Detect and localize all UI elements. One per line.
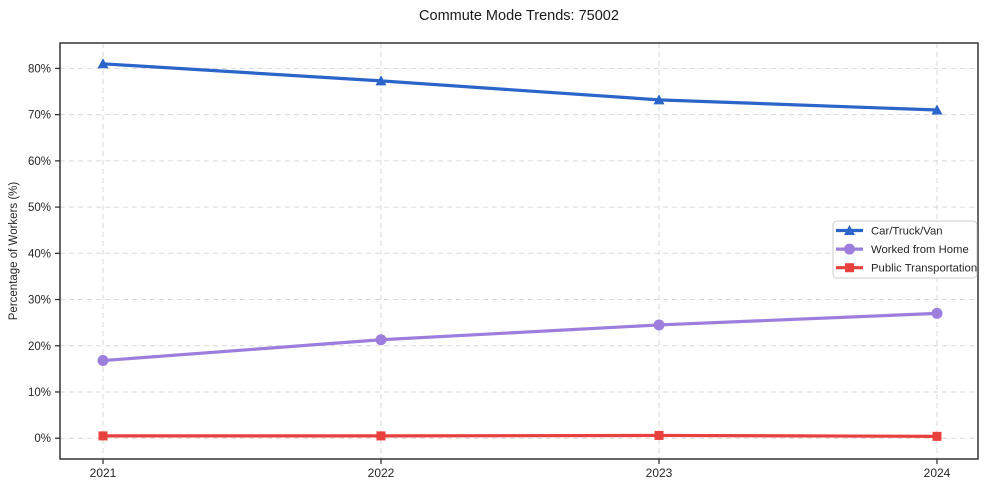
x-tick-label: 2021 [90,466,117,480]
legend-sample-marker [844,225,855,235]
y-tick-label: 70% [28,110,51,122]
marker-public-transportation [932,431,942,441]
x-tick-label: 2024 [924,466,951,480]
marker-worked-from-home [97,355,109,367]
legend-sample-marker [844,243,855,255]
y-tick-label: 50% [28,202,51,214]
axes-border [59,42,979,460]
legend-label: Car/Truck/Van [871,226,943,238]
marker-worked-from-home [931,307,943,319]
x-tick-label: 2023 [646,466,673,480]
legend-label: Public Transportation [871,263,977,275]
marker-worked-from-home [375,334,387,346]
y-tick-label: 0% [34,433,51,445]
marker-public-transportation [376,431,386,441]
y-tick-label: 30% [28,295,51,307]
marker-worked-from-home [653,319,665,331]
legend-label: Worked from Home [871,244,969,256]
y-tick-label: 10% [28,387,51,399]
chart-title: Commute Mode Trends: 75002 [419,8,619,24]
y-tick-label: 20% [28,341,51,353]
series-line-worked-from-home [101,311,939,363]
legend-sample-marker [845,263,854,273]
y-axis-label: Percentage of Workers (%) [8,181,20,321]
plot-background [60,43,978,459]
y-tick-label: 40% [28,248,51,260]
marker-car-truck-van [375,75,387,86]
marker-car-truck-van [97,58,109,69]
y-tick-label: 80% [28,63,51,75]
y-tick-label: 60% [28,156,51,168]
x-tick-label: 2022 [368,466,395,480]
series-line-car-truck-van [101,62,939,112]
marker-car-truck-van [653,94,665,105]
marker-public-transportation [98,431,108,441]
marker-car-truck-van [931,104,943,115]
legend-box [832,220,978,279]
marker-public-transportation [654,430,664,440]
series-line-public-transportation [101,433,939,438]
